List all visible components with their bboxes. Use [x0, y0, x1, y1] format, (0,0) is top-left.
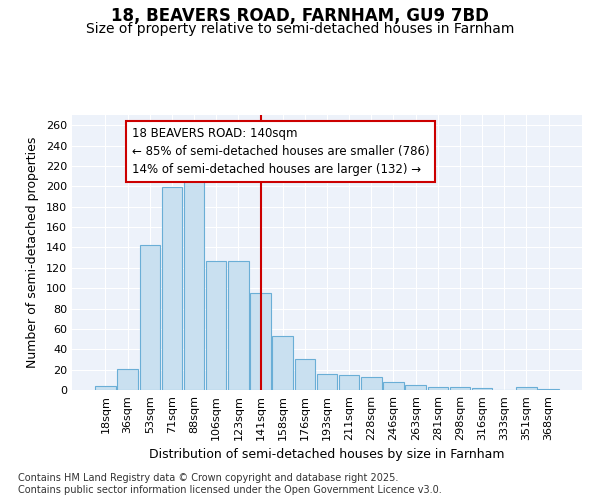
Bar: [184, 176, 204, 390]
Bar: [250, 293, 271, 390]
Bar: [538, 389, 559, 390]
Bar: [317, 374, 337, 390]
Text: 18 BEAVERS ROAD: 140sqm
← 85% of semi-detached houses are smaller (786)
14% of s: 18 BEAVERS ROAD: 140sqm ← 85% of semi-de…: [132, 127, 430, 176]
Bar: [472, 388, 493, 390]
Text: Contains HM Land Registry data © Crown copyright and database right 2025.
Contai: Contains HM Land Registry data © Crown c…: [18, 474, 442, 495]
Bar: [339, 374, 359, 390]
Bar: [95, 386, 116, 390]
Text: Size of property relative to semi-detached houses in Farnham: Size of property relative to semi-detach…: [86, 22, 514, 36]
Y-axis label: Number of semi-detached properties: Number of semi-detached properties: [26, 137, 39, 368]
Bar: [118, 368, 138, 390]
Bar: [140, 246, 160, 390]
Bar: [516, 387, 536, 390]
Bar: [406, 385, 426, 390]
Bar: [295, 360, 315, 390]
Bar: [161, 188, 182, 390]
Text: 18, BEAVERS ROAD, FARNHAM, GU9 7BD: 18, BEAVERS ROAD, FARNHAM, GU9 7BD: [111, 8, 489, 26]
Bar: [272, 336, 293, 390]
Bar: [361, 377, 382, 390]
Bar: [206, 260, 226, 390]
Bar: [383, 382, 404, 390]
X-axis label: Distribution of semi-detached houses by size in Farnham: Distribution of semi-detached houses by …: [149, 448, 505, 462]
Bar: [428, 387, 448, 390]
Bar: [450, 387, 470, 390]
Bar: [228, 260, 248, 390]
